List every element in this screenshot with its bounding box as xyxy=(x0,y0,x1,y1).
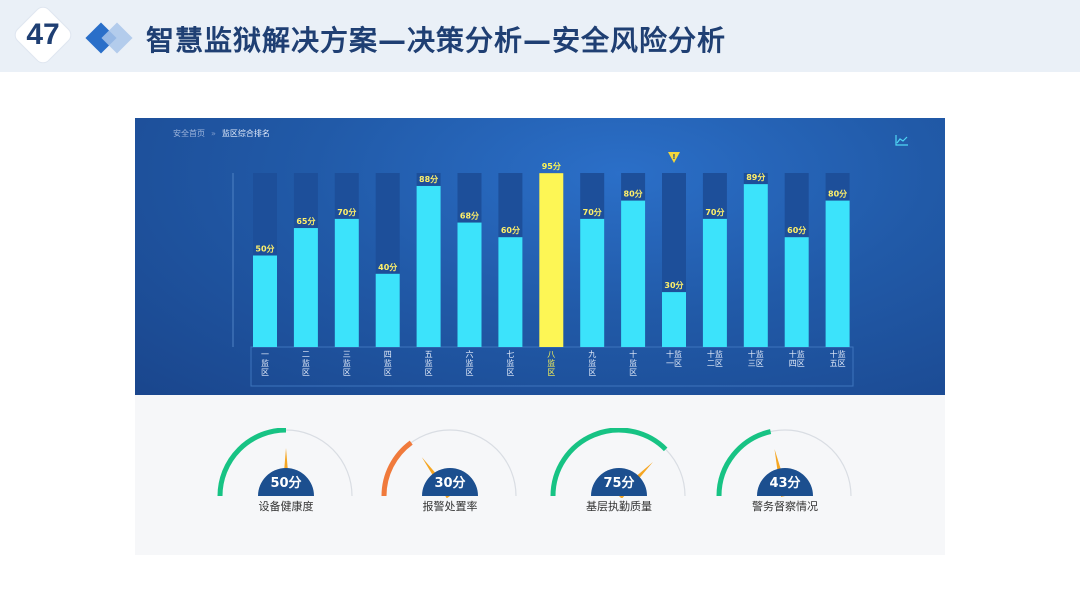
bar-value-label: 65分 xyxy=(296,216,315,226)
gauge-value-badge xyxy=(757,468,813,496)
gauge-progress-arc xyxy=(716,429,772,497)
category-label: 三监区 xyxy=(343,350,351,377)
gauge-4: 43分警务督察情况 xyxy=(715,428,855,536)
bar-value-label: 70分 xyxy=(583,207,602,217)
gauge-value-badge xyxy=(591,468,647,496)
bar[interactable] xyxy=(539,173,564,347)
bar-value-label: 70分 xyxy=(705,207,724,217)
gauge-2: 30分报警处置率 xyxy=(380,428,520,536)
bar[interactable] xyxy=(457,222,482,347)
bar-value-label: 89分 xyxy=(746,172,765,182)
bar[interactable] xyxy=(743,184,768,347)
gauge-dial xyxy=(217,428,353,497)
gauge-progress-arc xyxy=(550,428,668,497)
category-label: 五监区 xyxy=(425,350,433,377)
gauge-3: 75分基层执勤质量 xyxy=(549,428,689,536)
bar[interactable] xyxy=(375,273,400,347)
bar[interactable] xyxy=(702,218,727,347)
bar[interactable] xyxy=(416,185,441,347)
breadcrumb: 安全首页 » 监区综合排名 xyxy=(173,128,270,139)
category-label: 十三监区 xyxy=(748,349,764,368)
bar[interactable] xyxy=(825,200,850,347)
category-label: 十监区 xyxy=(629,349,637,377)
bar-value-label: 60分 xyxy=(787,225,806,235)
category-label: 二监区 xyxy=(302,350,310,377)
gauge-label: 基层执勤质量 xyxy=(586,500,652,513)
category-label: 六监区 xyxy=(466,349,474,377)
gauge-dial xyxy=(381,429,517,498)
slide-title: 智慧监狱解决方案—决策分析—安全风险分析 xyxy=(146,24,727,57)
line-chart-icon[interactable] xyxy=(895,134,909,146)
breadcrumb-home[interactable]: 安全首页 xyxy=(173,129,205,138)
category-label: 七监区 xyxy=(506,350,514,377)
category-label: 四监区 xyxy=(384,350,392,377)
category-label: 一监区 xyxy=(261,350,269,377)
bar[interactable] xyxy=(498,237,523,347)
bar-value-label: 30分 xyxy=(664,280,683,290)
category-label: 九监区 xyxy=(588,350,596,377)
bar[interactable] xyxy=(253,255,277,348)
category-label: 十五监区 xyxy=(830,349,846,368)
category-label: 十一监区 xyxy=(666,349,682,368)
gauge-value: 50分 xyxy=(270,476,302,491)
category-label: 十四监区 xyxy=(789,349,805,368)
bar[interactable] xyxy=(334,218,359,347)
breadcrumb-current: 监区综合排名 xyxy=(221,129,270,138)
gauge-label: 设备健康度 xyxy=(258,500,314,513)
bar-value-label: 68分 xyxy=(460,211,479,221)
bar-value-label: 88分 xyxy=(419,174,438,184)
gauge-progress-arc xyxy=(217,428,287,497)
gauge-value-badge xyxy=(422,468,478,496)
warning-icon[interactable]: ! xyxy=(668,152,680,163)
bar-value-label: 70分 xyxy=(337,207,356,217)
gauge-1: 50分设备健康度 xyxy=(216,428,356,536)
gauge-progress-arc xyxy=(381,440,413,497)
page-number-badge xyxy=(14,6,72,64)
slide-header: 47 智慧监狱解决方案—决策分析—安全风险分析 xyxy=(0,0,1080,72)
gauge-label: 警务督察情况 xyxy=(752,500,818,513)
gauge-value-badge xyxy=(258,468,314,496)
bar[interactable] xyxy=(662,292,686,347)
category-label: 八监区 xyxy=(547,350,555,377)
bar-value-label: 40分 xyxy=(378,262,397,272)
ranking-panel: 50分一监区 65分二监区 70分三监区 40分四监区 88分五监区 68分六监区 60分七… xyxy=(135,118,945,395)
gauge-value: 75分 xyxy=(603,476,635,491)
category-label: 十二监区 xyxy=(707,349,723,368)
gauge-value: 43分 xyxy=(769,476,801,491)
bar[interactable] xyxy=(293,228,318,347)
gauge-dial xyxy=(716,429,852,497)
svg-text:!: ! xyxy=(672,153,675,161)
bar-value-label: 60分 xyxy=(501,225,520,235)
gauge-value: 30分 xyxy=(434,476,466,491)
gauge-label: 报警处置率 xyxy=(422,500,478,513)
bar-value-label: 80分 xyxy=(624,189,643,199)
page-number: 47 xyxy=(26,18,60,51)
bar[interactable] xyxy=(621,200,646,347)
bar-value-label: 50分 xyxy=(255,244,274,254)
bar[interactable] xyxy=(784,237,809,347)
bar-value-label: 95分 xyxy=(542,161,561,171)
dashboard-screenshot: 50分 一监区 65分 二监区 70分 三监区 40分 四监区 88分 五监区 68分 六监区 60分七… xyxy=(135,118,945,555)
diamond-decoration-icon xyxy=(85,22,133,54)
bar[interactable] xyxy=(580,218,605,347)
breadcrumb-separator: » xyxy=(211,129,216,138)
bar-value-label: 80分 xyxy=(828,189,847,199)
gauge-dial xyxy=(550,428,686,498)
